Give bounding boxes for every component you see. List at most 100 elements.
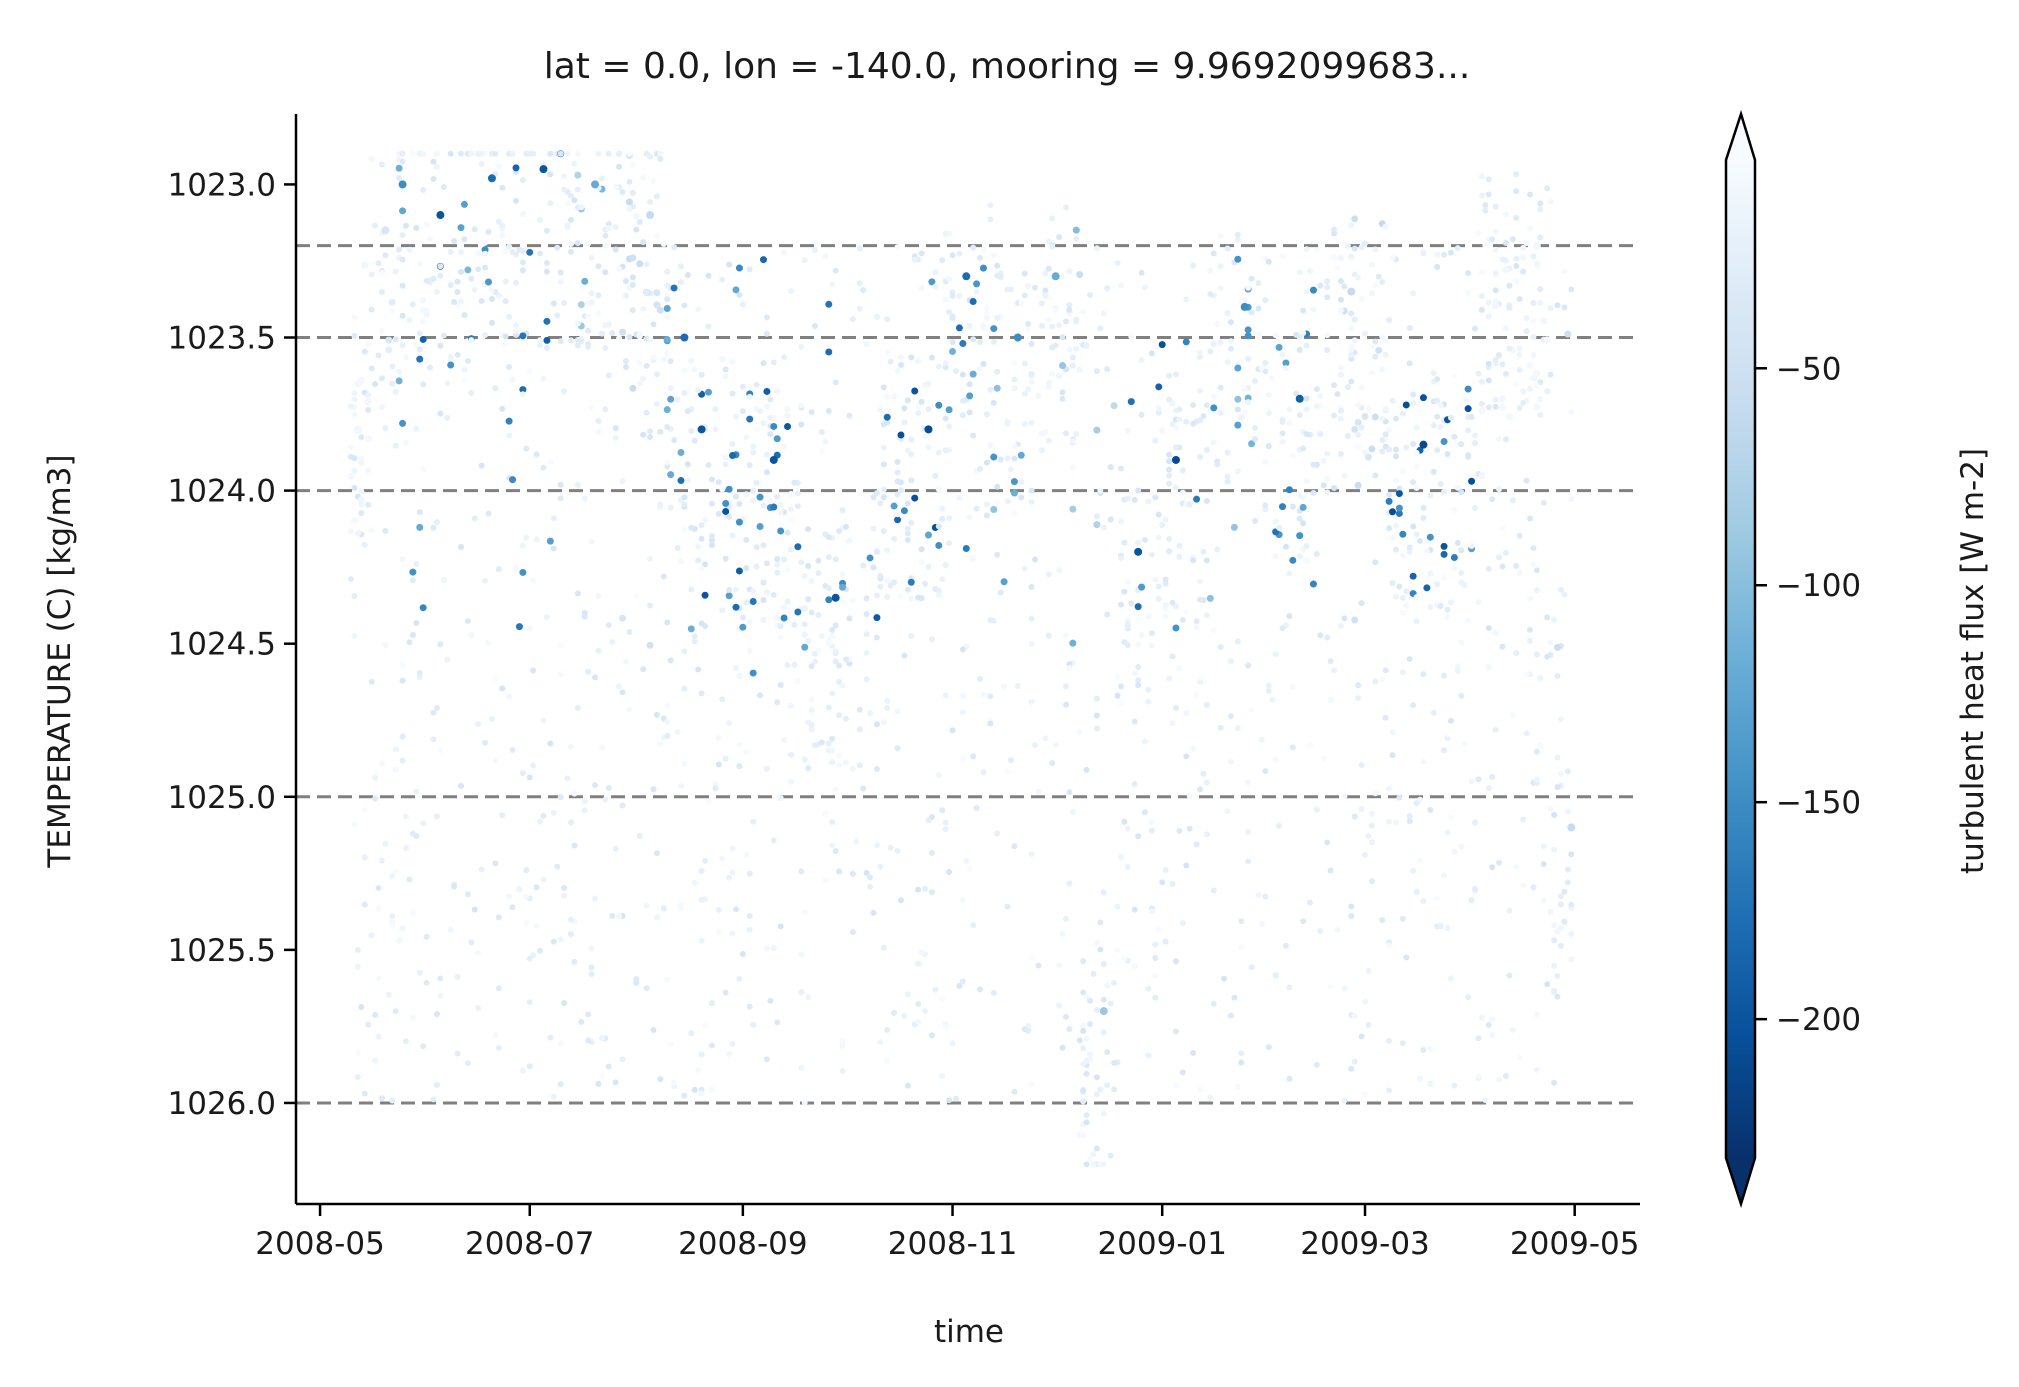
scatter-point [1221,975,1228,982]
scatter-point [749,597,757,605]
scatter-point [774,493,781,500]
scatter-point [1155,409,1162,416]
scatter-point [1434,376,1441,383]
scatter-point [1087,997,1094,1004]
scatter-point [722,507,730,515]
scatter-point [578,284,585,291]
scatter-point [808,721,815,728]
scatter-point [1365,967,1372,974]
scatter-point [650,321,657,328]
scatter-point [973,505,980,512]
scatter-point [451,237,458,244]
scatter-point [653,850,660,857]
scatter-point [402,1038,409,1045]
scatter-point [987,693,994,700]
scatter-point [382,642,389,649]
scatter-point [1083,1112,1090,1119]
scatter-point [1172,371,1179,378]
scatter-point [409,1014,416,1021]
scatter-point [1568,956,1575,963]
scatter-point [1080,1027,1087,1034]
scatter-point [735,567,743,575]
scatter-point [502,341,509,348]
scatter-point [495,566,502,573]
scatter-point [1382,667,1389,674]
scatter-point [1124,825,1131,832]
scatter-point [867,883,874,890]
scatter-point [763,589,770,596]
scatter-point [1533,403,1541,411]
scatter-point [935,772,942,779]
scatter-point [482,577,489,584]
scatter-point [475,266,482,273]
scatter-point [588,404,595,411]
scatter-point [406,876,413,883]
scatter-point [1097,919,1104,926]
scatter-point [554,244,561,251]
scatter-point [980,769,987,776]
scatter-point [1478,306,1485,313]
scatter-point [399,419,407,427]
scatter-point [1076,729,1083,736]
scatter-point [980,360,987,367]
scatter-point [993,384,1001,392]
scatter-point [629,384,637,392]
scatter-point [664,976,671,983]
scatter-point [1420,758,1427,765]
scatter-point [719,355,726,362]
scatter-point [781,354,788,361]
scatter-point [725,485,733,493]
scatter-point [1489,496,1496,503]
scatter-point [667,504,674,511]
scatter-point [409,577,416,584]
scatter-point [1389,508,1397,516]
scatter-point [1419,394,1427,402]
scatter-point [732,493,739,500]
scatter-points [347,150,1576,1168]
scatter-point [1028,1081,1035,1088]
scatter-point [908,520,915,527]
scatter-point [725,592,733,600]
scatter-point [629,189,636,196]
scatter-point [358,459,365,466]
scatter-point [708,500,715,507]
scatter-point [646,641,654,649]
scatter-point [1385,497,1393,505]
scatter-point [1489,1016,1496,1023]
scatter-point [925,406,932,413]
scatter-point [990,453,998,461]
scatter-point [935,363,942,370]
scatter-point [547,150,554,157]
scatter-point [1482,207,1489,214]
scatter-point [1296,532,1304,540]
scatter-point [1296,412,1303,419]
scatter-point [1523,671,1530,678]
scatter-point [949,1040,956,1047]
scatter-point [1062,683,1069,690]
scatter-point [1382,223,1389,230]
scatter-point [647,555,654,562]
scatter-point [1362,330,1369,337]
scatter-point [983,459,990,466]
scatter-point [475,721,482,728]
scatter-point [540,375,547,382]
scatter-point [1155,383,1163,391]
scatter-point [1090,1161,1097,1168]
scatter-point [351,411,358,418]
scatter-point [1337,307,1344,314]
scatter-point [523,919,530,926]
scatter-point [777,623,784,630]
scatter-point [519,386,527,394]
scatter-point [1013,333,1022,342]
scatter-point [688,586,695,593]
scatter-point [1038,322,1045,329]
scatter-point [372,222,379,229]
scatter-point [1248,440,1256,448]
scatter-point [482,739,489,746]
scatter-point [1313,550,1320,557]
scatter-point [1358,805,1365,812]
scatter-point [750,497,757,504]
scatter-point [677,279,684,286]
scatter-point [375,1033,382,1040]
scatter-point [1496,554,1503,561]
